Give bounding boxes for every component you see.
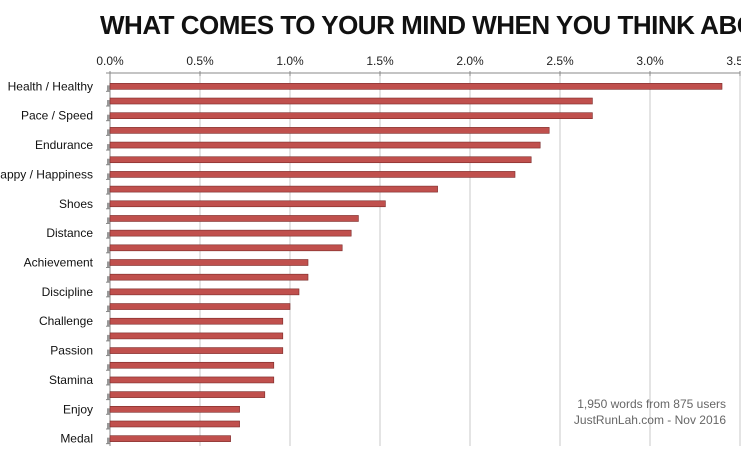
x-tick-label: 0.5% xyxy=(186,54,214,68)
x-tick-label: 3.5% xyxy=(726,54,741,68)
annotation-line-1: 1,950 words from 875 users xyxy=(577,397,726,411)
bar-bevel xyxy=(107,378,110,385)
bar xyxy=(109,215,359,222)
chart-title: WHAT COMES TO YOUR MIND WHEN YOU THINK A… xyxy=(100,10,741,40)
bar xyxy=(109,97,593,105)
bar-bevel xyxy=(107,276,110,283)
bar-bevel xyxy=(107,334,110,341)
annotation-line-2: JustRunLah.com - Nov 2016 xyxy=(574,413,726,427)
bar xyxy=(109,435,231,442)
category-label: Achievement xyxy=(24,256,94,270)
bar xyxy=(109,405,240,413)
bar-bevel xyxy=(107,290,110,297)
x-tick-label: 1.5% xyxy=(366,54,394,68)
category-label: Health / Healthy xyxy=(8,79,93,93)
bar xyxy=(109,288,300,296)
x-tick-label: 2.0% xyxy=(456,54,484,68)
bars xyxy=(106,83,723,445)
category-label: Endurance xyxy=(35,138,93,152)
category-label: Discipline xyxy=(42,285,94,299)
bar-bevel xyxy=(107,437,110,444)
bar xyxy=(109,171,516,178)
bar xyxy=(109,244,343,252)
bar xyxy=(109,200,386,208)
bar-bevel xyxy=(107,320,110,327)
bar-bevel xyxy=(107,144,110,151)
category-label: Pace / Speed xyxy=(21,109,93,123)
bar-bevel xyxy=(107,202,110,209)
x-tick-label: 1.0% xyxy=(276,54,304,68)
category-label: Distance xyxy=(46,226,93,240)
x-tick-label: 3.0% xyxy=(636,54,664,68)
bar xyxy=(109,332,284,340)
bar xyxy=(109,391,266,398)
bar xyxy=(109,420,240,428)
bar-bevel xyxy=(107,393,110,400)
category-label: Stamina xyxy=(49,373,93,387)
bar-bevel xyxy=(107,173,110,180)
bar xyxy=(109,273,309,281)
bar-bevel xyxy=(107,158,110,165)
bar xyxy=(109,83,723,90)
bar-bevel xyxy=(107,232,110,239)
bar xyxy=(109,347,284,354)
bar xyxy=(109,156,532,164)
bar-bevel xyxy=(107,114,110,121)
category-label: Medal xyxy=(60,432,93,446)
x-tick-label: 2.5% xyxy=(546,54,574,68)
bar xyxy=(109,361,275,369)
bar xyxy=(109,185,438,193)
bar xyxy=(109,259,309,266)
category-label: Passion xyxy=(50,344,93,358)
bar-bevel xyxy=(107,364,110,371)
category-label: Challenge xyxy=(39,314,93,328)
bar-bevel xyxy=(107,129,110,136)
bar-bevel xyxy=(107,349,110,356)
category-label: Enjoy xyxy=(63,402,93,416)
category-label: Shoes xyxy=(59,197,93,211)
bar xyxy=(109,303,291,310)
bar xyxy=(109,317,284,325)
bar-bevel xyxy=(107,305,110,312)
x-axis-ticks: 0.0% 0.5% 1.0% 1.5% 2.0% 2.5% 3.0% 3.5% xyxy=(96,54,741,68)
category-labels: Health / Healthy Pace / Speed Endurance Hap… xyxy=(0,79,94,445)
bar-bevel xyxy=(107,188,110,195)
bar xyxy=(109,127,550,134)
bar xyxy=(109,141,541,149)
bar-bevel xyxy=(107,85,110,92)
x-tick-label: 0.0% xyxy=(96,54,124,68)
bar xyxy=(109,229,352,237)
bar-bevel xyxy=(107,100,110,107)
category-label: Happy / Happiness xyxy=(0,167,93,181)
bar-bevel xyxy=(107,422,110,429)
bar-bevel xyxy=(107,408,110,415)
bar-bevel xyxy=(107,217,110,224)
bar xyxy=(109,112,593,119)
bar xyxy=(109,376,275,384)
bar-bevel xyxy=(107,246,110,253)
bar-bevel xyxy=(107,261,110,268)
